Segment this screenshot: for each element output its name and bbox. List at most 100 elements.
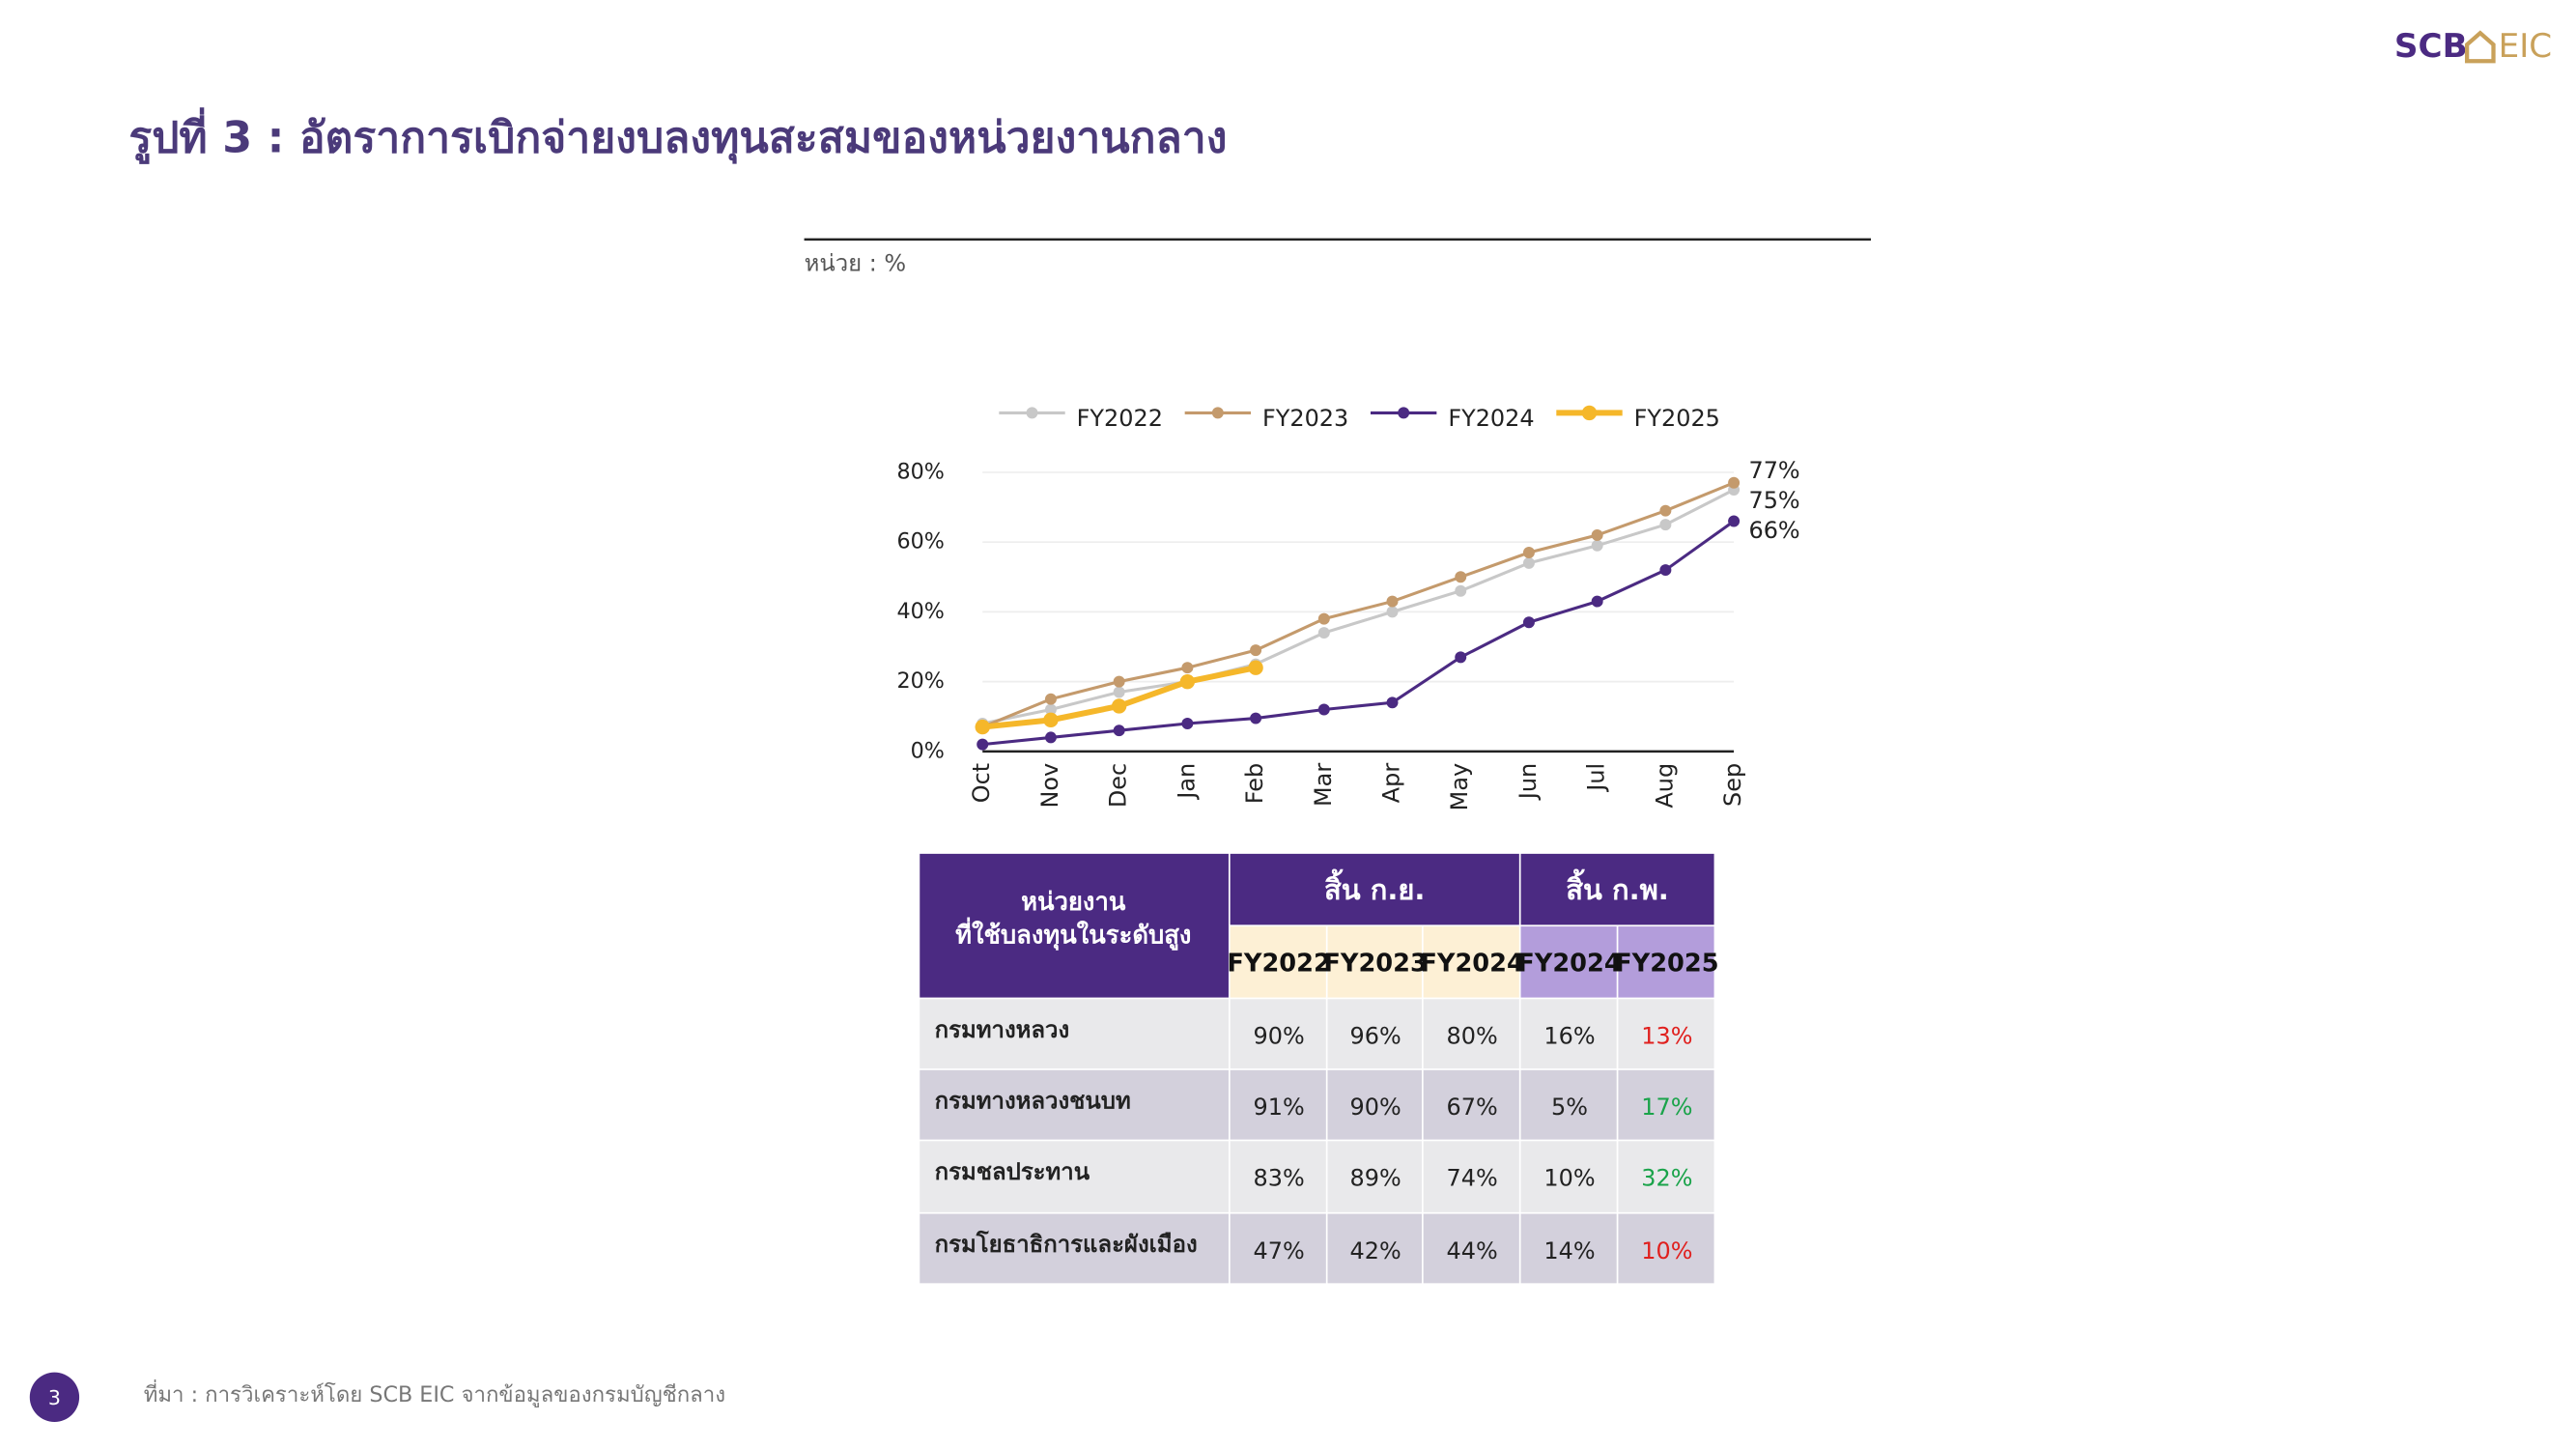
table-header-text: ที่ใช้บลงทุนในระดับสูง	[955, 917, 1191, 951]
table-header-text: หน่วยงาน	[1021, 888, 1126, 917]
legend-label: FY2023	[1262, 405, 1348, 432]
point	[1386, 595, 1399, 608]
table-cell	[1423, 1213, 1519, 1284]
table-cell-text: 42%	[1350, 1237, 1401, 1264]
table-cell-text: 74%	[1447, 1165, 1498, 1192]
point	[1248, 660, 1263, 675]
table-column-cell	[1520, 926, 1617, 998]
table-cell-text: 44%	[1447, 1237, 1498, 1264]
table-row-name-cell	[920, 1069, 1229, 1140]
x-tick-label: Apr	[1378, 763, 1405, 804]
point	[1044, 731, 1057, 744]
series-line	[981, 488, 1735, 725]
point	[1181, 717, 1194, 729]
table-group-text: สิ้น ก.พ.	[1566, 868, 1669, 906]
table-cell	[1618, 999, 1714, 1069]
table-column-cell	[1230, 926, 1326, 998]
point	[1659, 519, 1672, 531]
table-row-name-cell	[920, 999, 1229, 1069]
table-column-cell	[1423, 926, 1519, 998]
legend-label: FY2025	[1634, 405, 1720, 432]
table-cell	[1520, 1069, 1617, 1140]
table-cell-text: 14%	[1543, 1237, 1595, 1264]
value-label: 75%	[1748, 487, 1799, 514]
table-cell	[1520, 1213, 1617, 1284]
table-column-text: FY2025	[1615, 949, 1718, 978]
y-tick-label: 60%	[897, 529, 945, 554]
series-line	[982, 520, 1735, 747]
point	[1386, 696, 1399, 709]
table-cell	[1327, 999, 1422, 1069]
value-label: 77%	[1748, 457, 1799, 484]
table-group-cell	[1520, 853, 1714, 925]
table-column-text: FY2024	[1517, 949, 1621, 978]
table-group-cell	[1230, 853, 1519, 925]
point	[1250, 644, 1262, 657]
point	[1043, 712, 1059, 728]
table-column-text: FY2022	[1227, 949, 1330, 978]
table-cell-text: 96%	[1350, 1023, 1401, 1050]
point	[1179, 673, 1196, 690]
table-cell	[1423, 999, 1519, 1069]
logo-scb: SCB	[2394, 27, 2468, 66]
x-tick-label: Jun	[1514, 763, 1542, 801]
point	[1386, 606, 1399, 618]
point	[1728, 476, 1741, 489]
table-cell-text: 13%	[1641, 1023, 1692, 1050]
source: ที่มา : การวิเคราะห์โดย SCB EIC จากข้อมู…	[144, 1379, 725, 1407]
table-cell	[1618, 1141, 1714, 1212]
table-header-cell	[920, 853, 1229, 998]
table-cell	[1327, 1213, 1422, 1284]
table-row-name-cell	[920, 1141, 1229, 1212]
legend-dot	[1581, 405, 1598, 421]
table-cell	[1327, 1069, 1422, 1140]
point	[1113, 675, 1125, 688]
point	[1113, 724, 1125, 737]
point	[977, 738, 989, 751]
point	[1659, 564, 1672, 577]
table-cell-text: 90%	[1254, 1023, 1305, 1050]
point	[1250, 712, 1262, 724]
point	[1591, 539, 1603, 552]
table-cell-text: 67%	[1447, 1094, 1498, 1121]
series-line	[981, 481, 1735, 729]
y-tick-label: 20%	[897, 668, 945, 694]
y-tick-label: 80%	[897, 459, 945, 484]
x-tick-label: Oct	[968, 763, 995, 803]
x-tick-label: Dec	[1105, 763, 1132, 808]
point	[1659, 504, 1672, 517]
table-cell	[1327, 1141, 1422, 1212]
table-column-text: FY2024	[1420, 949, 1523, 978]
table-cell	[1520, 1141, 1617, 1212]
table-cell	[1520, 999, 1617, 1069]
table-cell	[1230, 1141, 1326, 1212]
point	[1181, 662, 1194, 674]
table-row-name: กรมทางหลวงชนบท	[935, 1087, 1131, 1114]
table-row-name: กรมชลประทาน	[935, 1158, 1090, 1185]
x-tick-label: Jan	[1173, 763, 1200, 801]
table-cell-text: 32%	[1641, 1165, 1692, 1192]
table-cell-text: 10%	[1543, 1165, 1595, 1192]
point	[1455, 584, 1467, 597]
legend-label: FY2022	[1077, 405, 1163, 432]
x-tick-label: May	[1446, 763, 1473, 810]
table-cell-text: 10%	[1641, 1237, 1692, 1264]
logo-eic: EIC	[2499, 27, 2553, 66]
table-cell	[1230, 1213, 1326, 1284]
table-cell	[1618, 1069, 1714, 1140]
table-cell-text: 80%	[1447, 1023, 1498, 1050]
point	[1455, 651, 1467, 664]
table-cell-text: 89%	[1350, 1165, 1401, 1192]
table-row-name: กรมโยธาธิการและผังเมือง	[935, 1230, 1198, 1258]
x-tick-label: Sep	[1719, 763, 1746, 807]
point	[1591, 595, 1603, 608]
table-cell-text: 83%	[1254, 1165, 1305, 1192]
table-cell-text: 91%	[1254, 1094, 1305, 1121]
x-tick-label: Feb	[1241, 763, 1268, 804]
x-tick-label: Aug	[1651, 763, 1678, 809]
value-label: 66%	[1748, 517, 1799, 544]
table-cell	[1423, 1069, 1519, 1140]
table-column-text: FY2023	[1323, 949, 1427, 978]
point	[1522, 556, 1535, 569]
